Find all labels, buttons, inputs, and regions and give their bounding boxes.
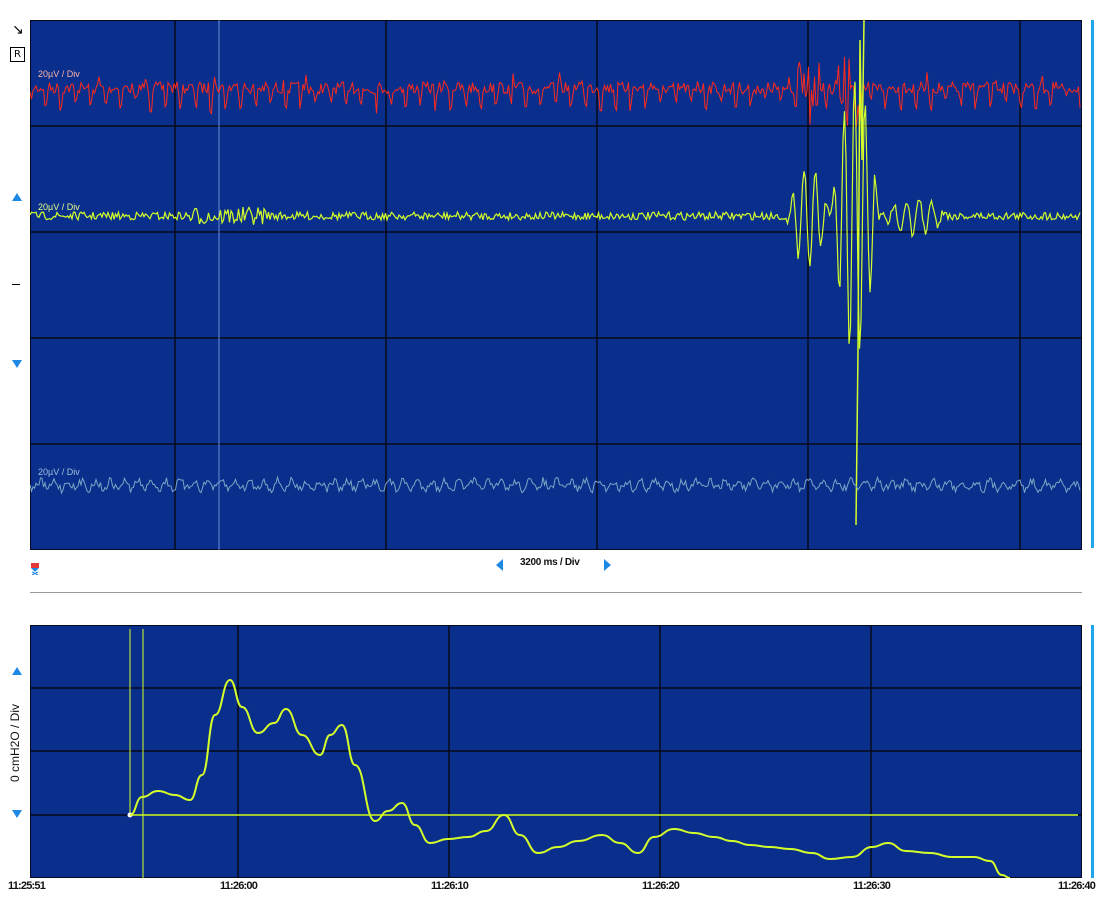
- time-label-0: 11:25:51: [8, 880, 46, 892]
- timebase-increase-arrow[interactable]: [604, 559, 611, 571]
- timebase-label: 3200 ms / Div: [520, 557, 580, 568]
- time-label-1: 11:26:00: [220, 880, 258, 892]
- grid: [30, 20, 1082, 550]
- scroll-down-icon[interactable]: [12, 360, 22, 368]
- panel-divider: [30, 592, 1082, 593]
- channel-1-trace: [30, 56, 1081, 127]
- pressure-axis-label: 0 cmH2O / Div: [8, 703, 22, 782]
- time-label-2: 11:26:10: [431, 880, 469, 892]
- channel-2-trace: [30, 81, 1081, 349]
- timebase-decrease-arrow[interactable]: [496, 559, 503, 571]
- channel-3-trace: [30, 475, 1081, 495]
- time-label-4: 11:26:30: [853, 880, 891, 892]
- channel-3-scale-label: 20µV / Div: [38, 467, 80, 477]
- reset-button[interactable]: R: [10, 47, 25, 62]
- scroll-down-icon-bottom[interactable]: [12, 810, 22, 818]
- time-label-3: 11:26:20: [642, 880, 680, 892]
- pressure-waveform-panel[interactable]: [30, 625, 1082, 878]
- scroll-up-icon[interactable]: [12, 193, 22, 201]
- scroll-up-icon-bottom[interactable]: [12, 667, 22, 675]
- scrollbar-bottom[interactable]: [1091, 625, 1094, 878]
- panel-background: [30, 20, 1082, 550]
- cursor-arrow-icon[interactable]: ↘: [12, 22, 24, 38]
- channel-2-spike: [855, 20, 865, 526]
- eeg-waveform-panel[interactable]: 20µV / Div 20µV / Div 20µV / Div: [30, 20, 1082, 550]
- marker-icon[interactable]: [30, 560, 40, 576]
- time-label-5: 11:26:40: [1058, 880, 1096, 892]
- pressure-trace: [129, 678, 1011, 878]
- channel-2-scale-label: 20µV / Div: [38, 202, 80, 212]
- scrollbar-top[interactable]: [1091, 20, 1094, 548]
- channel-1-scale-label: 20µV / Div: [38, 69, 80, 79]
- separator-tick: [12, 284, 20, 285]
